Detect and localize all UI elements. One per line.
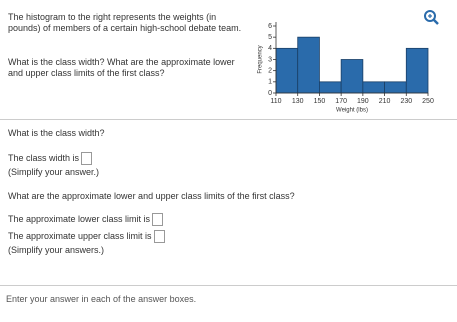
part2-hint: (Simplify your answers.) bbox=[8, 245, 105, 255]
y-tick-label: 1 bbox=[268, 79, 272, 86]
x-tick-label: 150 bbox=[314, 98, 326, 105]
bar bbox=[275, 47, 299, 94]
part1-question: What is the class width? bbox=[8, 128, 105, 138]
lower-prompt: The approximate lower class limit is bbox=[8, 213, 164, 226]
bar bbox=[362, 81, 385, 94]
divider bbox=[0, 119, 457, 120]
y-tick-label: 6 bbox=[268, 23, 272, 30]
x-tick-label: 130 bbox=[292, 98, 304, 105]
y-axis-label: Frequency bbox=[258, 45, 264, 73]
part2-question: What are the approximate lower and upper… bbox=[8, 191, 295, 201]
divider bbox=[0, 285, 457, 286]
y-tick-label: 0 bbox=[268, 90, 272, 97]
bar bbox=[405, 47, 429, 94]
answer-box[interactable] bbox=[153, 230, 165, 243]
part1-prompt: The class width is bbox=[8, 152, 93, 165]
histogram: 0 1 2 3 4 5 6 110 130 150 170 190 210 230 250 Weight (l… bbox=[258, 22, 434, 114]
question-text: What is the class width? What are the ap… bbox=[8, 57, 235, 78]
bar bbox=[297, 36, 320, 94]
bar bbox=[384, 81, 407, 94]
bar bbox=[340, 59, 364, 94]
y-tick-label: 3 bbox=[268, 56, 272, 63]
y-tick-label: 2 bbox=[268, 68, 272, 75]
x-tick-label: 170 bbox=[335, 98, 347, 105]
bar bbox=[319, 81, 342, 94]
y-tick-label: 4 bbox=[268, 45, 272, 52]
answer-box[interactable] bbox=[152, 213, 164, 226]
x-tick-label: 210 bbox=[379, 98, 391, 105]
upper-prompt: The approximate upper class limit is bbox=[8, 230, 165, 243]
x-tick-label: 190 bbox=[357, 98, 369, 105]
part1-hint: (Simplify your answer.) bbox=[8, 167, 100, 177]
prompt-text: The approximate upper class limit is bbox=[8, 230, 152, 241]
x-tick-label: 110 bbox=[270, 98, 281, 105]
prompt-text: The class width is bbox=[8, 152, 80, 163]
zoom-icon[interactable] bbox=[422, 8, 440, 26]
answer-box[interactable] bbox=[81, 152, 93, 165]
x-axis-label: Weight (lbs) bbox=[336, 108, 368, 114]
x-tick-label: 250 bbox=[422, 98, 434, 105]
x-tick-label: 230 bbox=[400, 98, 412, 105]
problem-text: The histogram to the right represents th… bbox=[8, 12, 242, 33]
y-tick-label: 5 bbox=[268, 34, 272, 41]
footer: Enter your answer in each of the answer … bbox=[6, 294, 197, 304]
prompt-text: The approximate lower class limit is bbox=[8, 213, 151, 224]
